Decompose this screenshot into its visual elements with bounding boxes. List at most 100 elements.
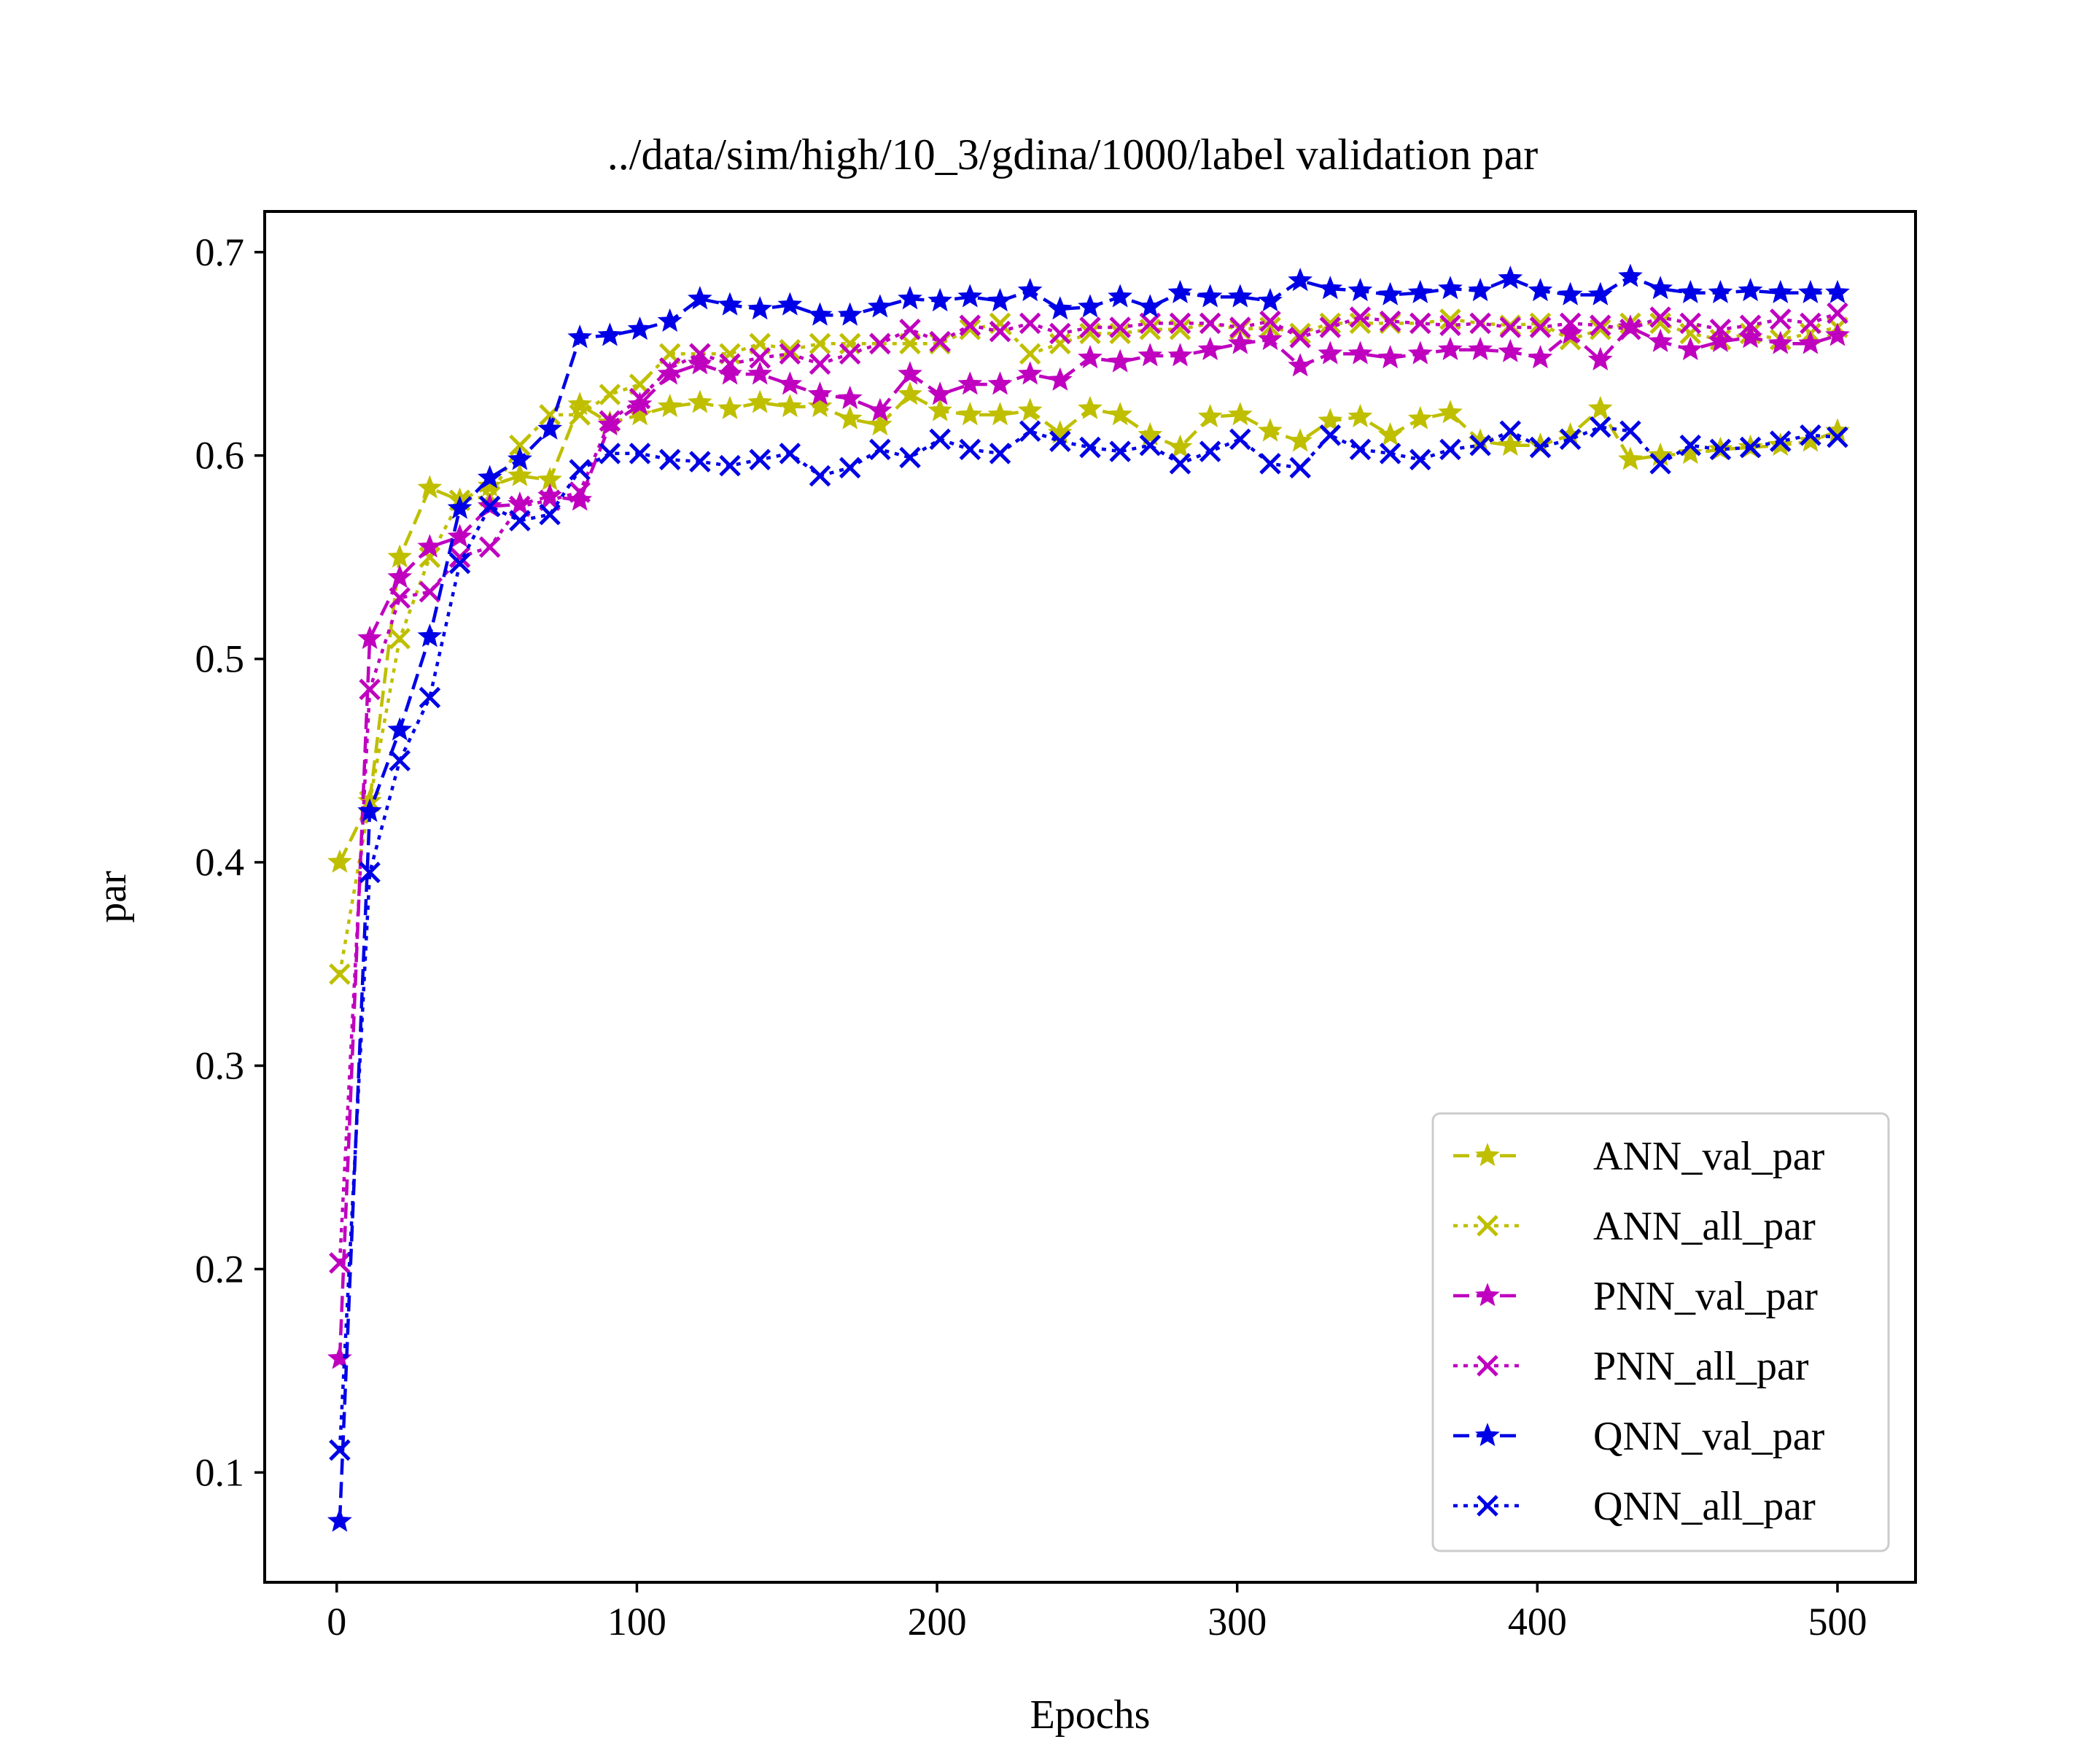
data-point-qnn-all-par (1079, 436, 1101, 459)
data-point-pnn-all-par (1709, 319, 1732, 341)
data-point-qnn-all-par (839, 456, 861, 479)
data-point-ann-val-par (1047, 420, 1073, 444)
data-point-pnn-all-par (1289, 327, 1311, 349)
data-point-ann-all-par (1289, 322, 1311, 345)
data-point-ann-val-par (1768, 432, 1793, 456)
data-point-pnn-all-par (1319, 316, 1342, 338)
data-point-qnn-all-par (1169, 453, 1191, 475)
data-point-ann-all-par (1319, 312, 1342, 335)
series-qnn-val-par (327, 263, 1850, 1532)
data-point-qnn-val-par (1197, 284, 1223, 308)
data-point-qnn-all-par (389, 750, 411, 771)
data-point-pnn-all-par (1169, 312, 1191, 335)
data-point-ann-all-par (959, 319, 981, 341)
legend: ANN_val_par ANN_all_par PNN_val_par PNN_all… (1431, 1112, 1890, 1552)
data-point-ann-all-par (809, 332, 831, 355)
data-point-ann-all-par (389, 627, 411, 650)
data-point-pnn-val-par (447, 524, 472, 548)
series-line-qnn-all-par (338, 425, 1838, 1450)
data-point-qnn-all-par (1619, 420, 1641, 443)
data-point-qnn-all-par (509, 510, 531, 532)
data-point-ann-all-par (1139, 319, 1162, 341)
data-point-qnn-all-par (539, 503, 561, 526)
data-point-qnn-all-par (448, 552, 471, 575)
data-point-ann-val-par (928, 397, 952, 421)
data-point-ann-all-par (1529, 312, 1552, 335)
data-point-qnn-all-par (329, 1439, 351, 1461)
data-point-ann-val-par (1017, 397, 1043, 421)
data-point-qnn-val-par (837, 302, 863, 326)
data-point-pnn-val-par (1468, 336, 1493, 361)
y-tick-label: 0.7 (195, 230, 245, 274)
data-point-qnn-val-par (537, 416, 562, 440)
data-point-qnn-all-par (1019, 420, 1041, 443)
data-point-pnn-all-par (329, 1252, 351, 1274)
y-axis-label: par (90, 871, 135, 923)
data-point-qnn-val-par (357, 798, 382, 822)
data-point-pnn-val-par (807, 381, 833, 405)
data-point-qnn-all-par (1769, 430, 1792, 452)
data-point-qnn-val-par (807, 302, 833, 326)
data-point-pnn-all-par (1109, 316, 1131, 338)
data-point-qnn-val-par (327, 1508, 352, 1532)
data-point-qnn-all-par (929, 428, 951, 451)
data-point-qnn-all-par (599, 443, 621, 464)
data-point-pnn-val-par (987, 371, 1013, 395)
data-point-pnn-val-par (1167, 343, 1193, 367)
data-point-qnn-val-par (1288, 268, 1313, 292)
data-point-ann-val-par (1678, 440, 1703, 464)
data-point-pnn-all-par (1649, 306, 1671, 328)
legend-entry-pnn-all-par: PNN_all_par (1453, 1344, 1809, 1389)
data-point-qnn-val-par (1798, 279, 1823, 303)
data-point-ann-all-par (1019, 343, 1041, 365)
data-point-ann-val-par (1407, 405, 1433, 429)
data-point-qnn-all-par (1049, 430, 1071, 452)
legend-marker (1477, 1495, 1498, 1517)
data-point-qnn-all-par (569, 459, 591, 481)
data-point-qnn-val-par (747, 296, 773, 320)
data-point-pnn-all-par (809, 353, 831, 375)
legend-marker (1475, 1143, 1500, 1167)
data-point-ann-val-par (807, 394, 833, 418)
data-point-pnn-all-par (599, 410, 621, 432)
data-point-pnn-all-par (869, 332, 891, 355)
data-point-qnn-val-par (597, 322, 623, 346)
data-point-pnn-all-par (1049, 322, 1071, 345)
data-point-ann-val-par (687, 389, 712, 413)
data-point-ann-val-par (1798, 428, 1823, 452)
data-point-qnn-all-par (779, 443, 801, 464)
legend-label: PNN_val_par (1593, 1274, 1818, 1319)
data-point-qnn-all-par (359, 861, 381, 884)
data-point-qnn-val-par (898, 286, 922, 310)
data-point-pnn-all-par (448, 546, 471, 568)
series-ann-val-par (327, 381, 1850, 873)
data-point-qnn-all-par (1709, 438, 1732, 461)
data-point-qnn-val-par (1825, 279, 1850, 303)
data-point-ann-val-par (1618, 446, 1643, 470)
data-point-qnn-val-par (387, 717, 413, 741)
data-point-qnn-all-par (899, 446, 921, 469)
y-tick-label: 0.1 (195, 1450, 245, 1494)
data-point-qnn-all-par (419, 686, 441, 709)
data-point-pnn-val-par (777, 371, 803, 395)
data-point-pnn-val-par (417, 534, 443, 558)
data-point-pnn-all-par (1619, 319, 1641, 341)
data-point-qnn-val-par (1167, 279, 1193, 303)
data-point-pnn-all-par (1469, 312, 1491, 335)
data-point-qnn-val-par (1138, 294, 1163, 318)
data-point-pnn-all-par (1800, 312, 1821, 335)
legend-label: QNN_all_par (1593, 1484, 1816, 1529)
data-point-pnn-all-par (779, 343, 801, 365)
data-point-qnn-all-par (989, 443, 1011, 464)
data-point-ann-all-par (1649, 312, 1671, 335)
data-point-qnn-val-par (1048, 296, 1073, 320)
data-point-pnn-all-par (719, 353, 741, 375)
data-point-qnn-val-par (687, 286, 712, 310)
data-point-pnn-all-par (1139, 312, 1162, 335)
data-point-pnn-all-par (929, 330, 951, 353)
axes-layer: 0 100 200 300 400 500 0.1 0.2 0.3 0.4 0.5 0.6 0.7 (195, 230, 1867, 1644)
data-point-qnn-val-par (1348, 278, 1373, 302)
data-point-ann-val-par (1078, 395, 1102, 419)
data-point-qnn-all-par (478, 495, 501, 518)
